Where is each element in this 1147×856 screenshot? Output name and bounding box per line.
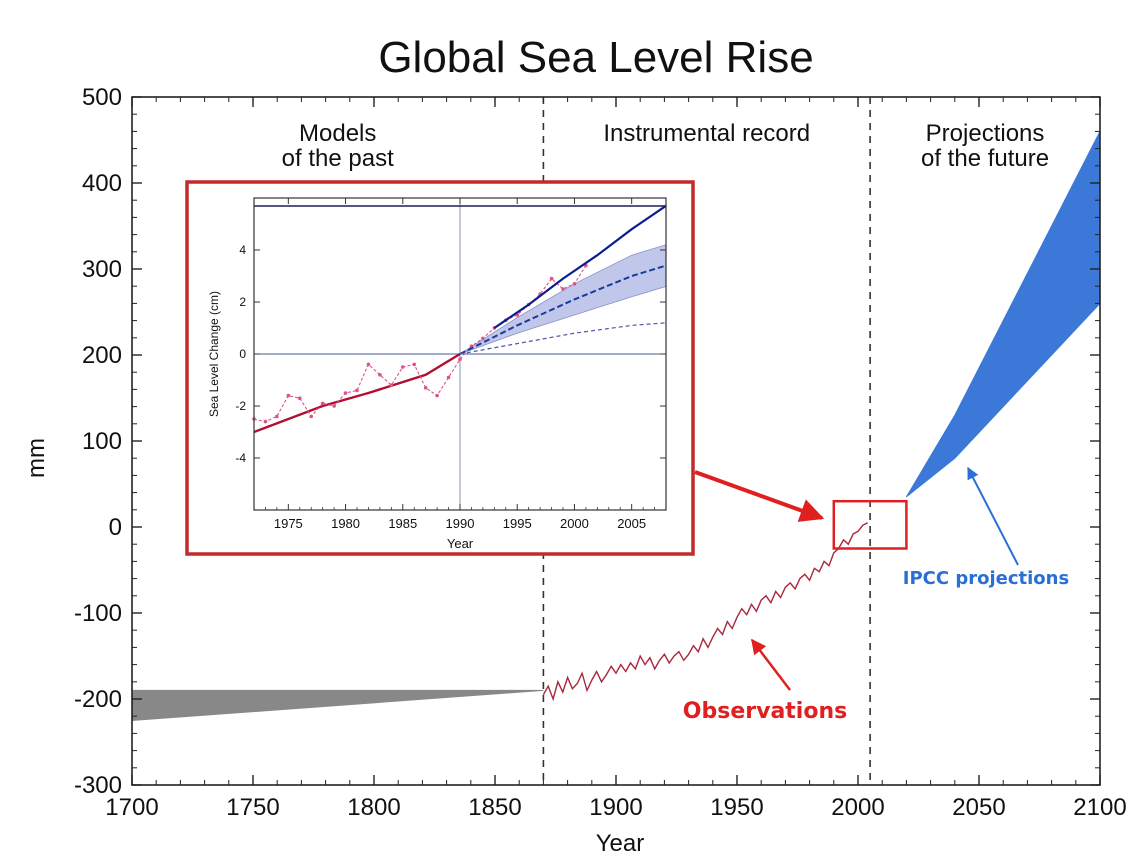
line-observations (542, 522, 869, 702)
inset-y-axis-label: Sea Level Change (cm) (207, 291, 221, 417)
inset-obs-point (549, 276, 554, 281)
inset-x-axis-label: Year (447, 536, 474, 551)
inset-obs-point (343, 391, 348, 395)
x-tick-label: 1700 (105, 794, 158, 821)
x-tick-label: 1950 (710, 794, 763, 821)
inset-y-tick-label: 0 (239, 347, 246, 361)
callout-arrows (694, 466, 1019, 691)
inset-obs-point (320, 401, 325, 406)
inset-obs-point (423, 386, 428, 390)
x-tick-label: 2100 (1073, 794, 1126, 821)
inset-y-tick-label: 2 (239, 295, 246, 309)
x-tick-label: 1750 (226, 794, 279, 821)
inset-y-tick-label: 4 (239, 243, 246, 257)
region-label-2: Projections (926, 120, 1045, 147)
inset-obs-point (355, 388, 359, 393)
inset-obs-point (332, 404, 336, 408)
y-axis-label: mm (23, 438, 50, 478)
ipcc-arrow (967, 466, 1019, 566)
inset-line-projection_low (459, 322, 667, 355)
inset-x-tick-label: 1990 (446, 516, 475, 531)
y-tick-label: 500 (82, 84, 122, 111)
inset-x-tick-label: 1985 (388, 516, 417, 531)
inset-x-tick-label: 2005 (617, 516, 646, 531)
region-sublabel-2: of the future (921, 145, 1049, 172)
x-tick-label: 1850 (468, 794, 521, 821)
inset-obs-point (400, 365, 405, 369)
y-tick-label: 400 (82, 170, 122, 197)
inset-y-tick-label: -2 (235, 399, 246, 413)
inset-obs-point (389, 383, 394, 388)
x-tick-label: 2050 (952, 794, 1005, 821)
inset-obs-point (309, 414, 314, 419)
inset-panel: 1975 1980 1985 1990 1995 2000 2005 4 2 0 -2 -4 Sea … (185, 180, 695, 556)
y-tick-label: 200 (82, 342, 122, 369)
inset-line-smoothed_observations (253, 352, 461, 434)
highlight-box (832, 499, 908, 550)
inset-obs-point (561, 287, 565, 291)
inset-obs-point (275, 414, 279, 419)
x-tick-label: 2000 (831, 794, 884, 821)
main-plot: 1700 1750 1800 1850 1900 1950 2000 2050 21005004… (74, 84, 1127, 821)
inset-line-satellite_observations (493, 204, 667, 329)
inset-obs-point (572, 282, 577, 286)
y-tick-label: 100 (82, 428, 122, 455)
band-ipcc_projection_band (905, 131, 1101, 498)
inset-x-tick-label: 1995 (503, 516, 532, 531)
chart-title: Global Sea Level Rise (378, 33, 813, 82)
inset-x-tick-label: 1975 (274, 516, 303, 531)
y-tick-label: -300 (74, 772, 122, 799)
ipcc-annotation: IPCC projections (903, 568, 1069, 589)
y-tick-label: -200 (74, 686, 122, 713)
y-tick-label: 0 (109, 514, 122, 541)
inset-callout-arrow (694, 470, 825, 522)
observations-arrow (751, 638, 791, 691)
x-tick-label: 1900 (589, 794, 642, 821)
inset-border (185, 180, 695, 556)
region-label-0: Models (299, 120, 376, 147)
inset-obs-point (378, 373, 382, 377)
inset-x-tick-label: 2000 (560, 516, 589, 531)
inset-x-tick-label: 1980 (331, 516, 360, 531)
inset-line-projection_central (459, 264, 667, 355)
y-tick-label: -100 (74, 600, 122, 627)
inset-obs-point (458, 357, 462, 362)
inset-obs-point (286, 393, 291, 398)
region-label-1: Instrumental record (603, 120, 810, 147)
inset-obs-point (263, 419, 268, 424)
inset-obs-point (366, 362, 371, 367)
y-tick-label: 300 (82, 256, 122, 283)
inset-obs-point (297, 396, 302, 401)
inset-obs-point (481, 336, 485, 341)
inset-obs-point (412, 362, 417, 367)
inset-obs-point (446, 375, 451, 380)
region-sublabel-0: of the past (282, 145, 394, 172)
x-tick-label: 1800 (347, 794, 400, 821)
x-axis-label: Year (596, 830, 645, 856)
observations-annotation: Observations (683, 699, 847, 724)
inset-obs-point (435, 393, 439, 398)
band-models_of_past_band (131, 689, 544, 722)
inset-y-tick-label: -4 (235, 451, 246, 465)
